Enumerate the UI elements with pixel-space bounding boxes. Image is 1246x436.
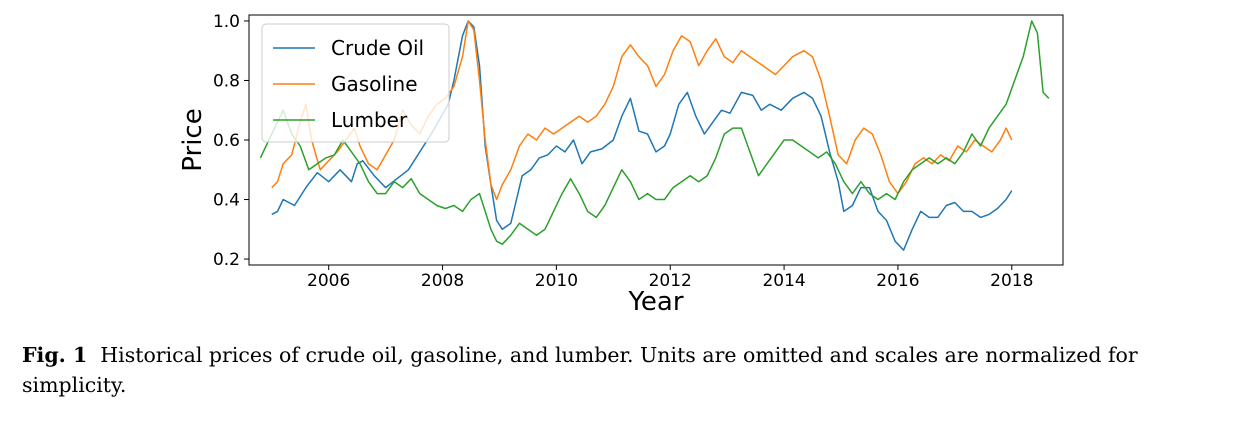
legend: Crude Oil Gasoline Lumber [261, 23, 450, 143]
y-axis-title: Price [178, 108, 208, 171]
figure-caption: Fig. 1 Historical prices of crude oil, g… [22, 340, 1227, 400]
y-tick-label: 0.8 [213, 71, 240, 91]
y-tick-label: 0.6 [213, 131, 240, 151]
legend-label: Crude Oil [331, 36, 424, 60]
y-tick-label: 0.2 [213, 250, 240, 270]
x-axis-title: Year [627, 287, 683, 317]
x-tick-label: 2006 [307, 271, 350, 291]
x-axis: 2006 2008 2010 2012 2014 2016 2018 [307, 265, 1033, 291]
series-line-lumber [259, 20, 1050, 245]
line-chart: 2006 2008 2010 2012 2014 2016 2018 0.20.40.60.… [178, 12, 1064, 317]
figure-label: Fig. 1 [22, 343, 88, 367]
x-tick-label: 2008 [421, 271, 464, 291]
legend-box [261, 23, 450, 143]
x-tick-label: 2014 [762, 271, 805, 291]
series-line-crude-oil [271, 20, 1013, 251]
plot-lines [259, 20, 1050, 251]
x-tick-label: 2010 [535, 271, 578, 291]
x-tick-label: 2012 [649, 271, 692, 291]
x-tick-label: 2018 [990, 271, 1033, 291]
series-line-gasoline [271, 20, 1013, 201]
legend-label: Gasoline [331, 72, 418, 96]
y-tick-label: 0.4 [213, 191, 240, 211]
caption-text: Historical prices of crude oil, gasoline… [22, 343, 1138, 397]
y-tick-label: 1.0 [213, 12, 240, 32]
x-tick-label: 2016 [876, 271, 919, 291]
legend-label: Lumber [331, 108, 408, 132]
y-axis: 0.2 0.4 0.6 0.8 1.0 [213, 12, 249, 270]
